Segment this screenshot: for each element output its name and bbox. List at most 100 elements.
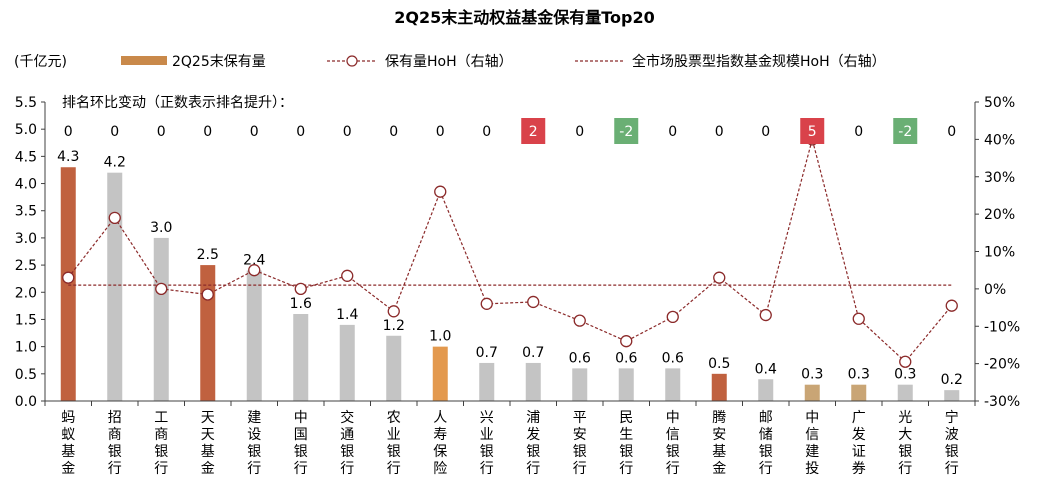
- hoh-marker: [108, 211, 121, 225]
- x-axis-category-label: 人寿保险: [433, 410, 447, 477]
- rank-up-badge: [800, 118, 825, 144]
- x-axis-category-label: 浦发银行: [526, 410, 540, 477]
- left-axis-tick-label: 1.0: [15, 340, 37, 356]
- hoh-marker: [852, 312, 865, 325]
- right-axis-tick-label: 30%: [984, 170, 1015, 186]
- bar: [944, 390, 960, 401]
- x-axis-category-label: 中信银行: [666, 410, 680, 477]
- right-axis-tick-label: -20%: [984, 357, 1020, 373]
- rank-change-label: 0: [64, 124, 73, 140]
- rank-change-label: 0: [715, 124, 724, 140]
- hoh-marker: [620, 335, 633, 348]
- left-axis-tick-label: 4.0: [15, 177, 37, 193]
- legend: 2Q25末保有量 保有量HoH（右轴） 全市场股票型指数基金规模HoH（右轴）: [121, 53, 886, 70]
- bar-value-label: 0.3: [848, 367, 870, 383]
- x-axis-category-label: 光大银行: [898, 410, 912, 477]
- bar-value-label: 0.6: [615, 350, 637, 366]
- hoh-series: [62, 133, 958, 368]
- hoh-marker: [759, 308, 772, 322]
- bar: [60, 167, 76, 401]
- x-axis-category-label: 腾安基金: [712, 409, 726, 477]
- bar-series: [60, 167, 960, 401]
- rank-change-label: 0: [110, 124, 119, 140]
- x-axis-category-label: 宁波银行: [945, 409, 959, 477]
- right-axis-tick-label: 50%: [984, 95, 1015, 111]
- bar-value-label: 1.6: [290, 296, 312, 312]
- bar: [525, 362, 541, 401]
- bar: [758, 379, 774, 401]
- rank-change-label: 5: [808, 124, 817, 140]
- hoh-marker: [248, 264, 261, 277]
- rank-change-label: 0: [157, 124, 166, 140]
- x-axis: 蚂蚁基金 招商银行 工商银行 天天基金 建设银行 中国银行 交通银行 农业银行 人寿保险 兴业银行…: [44, 400, 976, 477]
- left-axis-tick-label: 5.5: [15, 95, 37, 111]
- left-axis-tick-label: 3.5: [15, 204, 37, 220]
- rank-change-label: 0: [761, 124, 770, 140]
- bar-value-label: 0.3: [894, 367, 916, 383]
- hoh-marker: [666, 310, 679, 324]
- bar-value-label: 0.5: [708, 356, 730, 372]
- rank-change-label: 0: [343, 124, 352, 140]
- bar: [246, 270, 262, 401]
- rank-down-badge: [614, 118, 639, 144]
- hoh-marker: [945, 299, 958, 312]
- x-axis-category-label: 交通银行: [340, 409, 354, 477]
- rank-change-note: 排名环比变动（正数表示排名提升）：: [62, 95, 293, 111]
- rank-change-label: 0: [436, 124, 445, 140]
- bar-value-label: 2.5: [197, 247, 219, 263]
- right-axis-tick-label: 40%: [984, 132, 1015, 148]
- legend-hoh-label: 保有量HoH（右轴）: [385, 54, 513, 70]
- hoh-marker: [899, 355, 912, 368]
- bar-value-label: 0.6: [662, 350, 684, 366]
- left-axis: 0.0 0.5 1.0 1.5 2.0 2.5 3.0 3.5 4.0 4.5 5.0 5.5: [15, 95, 46, 410]
- bar: [107, 172, 123, 401]
- bar-value-label: 1.0: [429, 329, 451, 345]
- right-axis-tick-label: -10%: [984, 319, 1020, 335]
- bar-value-label: 0.2: [941, 372, 963, 388]
- bar-value-label: 4.2: [104, 155, 126, 171]
- bar-value-label: 0.7: [522, 345, 544, 361]
- x-axis-category-label: 中信建投: [805, 410, 819, 477]
- left-axis-tick-label: 2.0: [15, 285, 37, 301]
- x-axis-category-label: 广发证券: [852, 410, 866, 477]
- rank-change-label: 0: [296, 124, 305, 140]
- x-axis-category-label: 民生银行: [619, 410, 633, 477]
- hoh-marker: [155, 282, 168, 296]
- bar-value-label: 0.6: [569, 350, 591, 366]
- x-axis-category-label: 兴业银行: [480, 410, 494, 477]
- bar: [479, 362, 495, 401]
- rank-up-badge: [521, 118, 546, 144]
- bar: [851, 384, 867, 401]
- x-axis-category-label: 天天基金: [201, 410, 215, 477]
- bar-value-label: 0.4: [755, 361, 777, 377]
- rank-change-label: 0: [854, 124, 863, 140]
- bar-value-label: 0.3: [801, 367, 823, 383]
- x-axis-category-label: 工商银行: [154, 410, 168, 477]
- hoh-marker: [294, 282, 307, 296]
- left-axis-tick-label: 0.0: [15, 394, 37, 410]
- bar-value-label: 2.4: [243, 253, 265, 269]
- x-axis-category-label: 邮储银行: [759, 410, 773, 477]
- hoh-marker: [527, 295, 540, 309]
- bar: [711, 373, 727, 401]
- right-axis: -30% -20% -10% 0% 10% 20% 30% 40% 50%: [974, 95, 1020, 410]
- left-axis-tick-label: 5.0: [15, 122, 37, 138]
- bar-value-labels: 4.3 4.2 3.0 2.5 2.4 1.6 1.4 1.2 1.0 0.7 0.7 0.6 0.6 0…: [57, 149, 963, 388]
- rank-change-label: 0: [575, 124, 584, 140]
- bar-value-label: 0.7: [476, 345, 498, 361]
- legend-bar-swatch: [121, 56, 167, 65]
- rank-change-label: -2: [898, 124, 912, 140]
- right-axis-tick-label: -30%: [984, 394, 1020, 410]
- left-axis-unit-label: (千亿元): [14, 54, 67, 70]
- x-axis-category-label: 招商银行: [108, 410, 122, 477]
- left-axis-tick-label: 1.5: [15, 312, 37, 328]
- hoh-marker: [434, 185, 447, 198]
- legend-hoh-marker: [346, 55, 358, 67]
- chart-title: 2Q25末主动权益基金保有量Top20: [394, 8, 655, 27]
- bar: [200, 265, 216, 401]
- bar-value-label: 1.4: [336, 307, 358, 323]
- bar: [432, 346, 448, 401]
- left-axis-tick-label: 2.5: [15, 258, 37, 274]
- rank-down-badge: [893, 118, 918, 144]
- right-axis-tick-label: 10%: [984, 245, 1015, 261]
